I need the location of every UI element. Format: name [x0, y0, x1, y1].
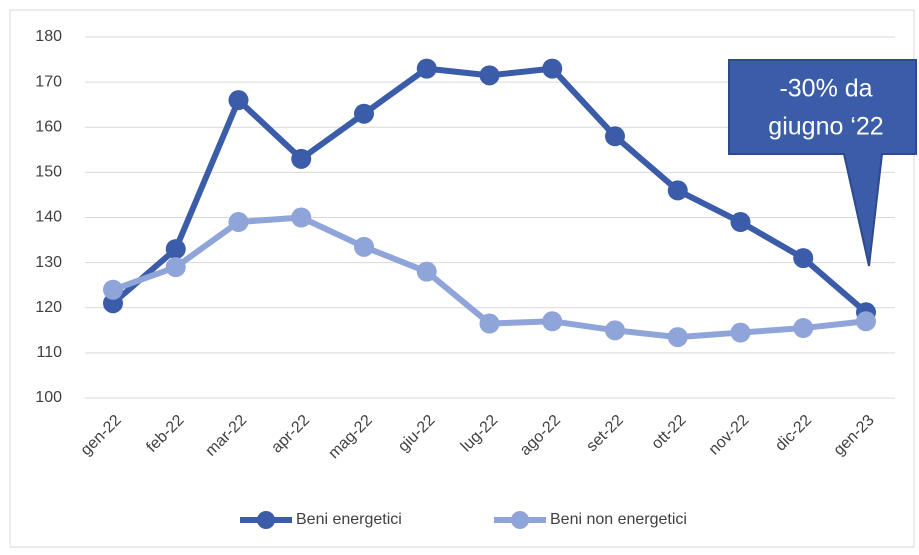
y-tick-label: 100 [35, 389, 62, 406]
y-tick-label: 160 [35, 118, 62, 135]
data-point [165, 239, 186, 260]
callout-text: giugno ‘22 [768, 113, 883, 141]
data-point [605, 126, 625, 147]
legend-marker [257, 511, 275, 529]
data-point [479, 313, 500, 334]
data-point [291, 148, 312, 169]
data-point [856, 311, 876, 332]
data-point [542, 58, 563, 79]
data-point [354, 236, 374, 257]
callout: -30% da giugno ‘22 [728, 59, 917, 267]
y-tick-label: 120 [35, 299, 62, 316]
data-point [416, 58, 437, 79]
legend-marker [511, 511, 529, 529]
callout-shape [728, 59, 917, 267]
y-tick-label: 150 [35, 164, 62, 181]
data-point [730, 212, 751, 233]
y-tick-label: 140 [35, 209, 62, 226]
data-point [479, 65, 500, 86]
data-point [793, 248, 814, 269]
data-point [354, 103, 374, 124]
data-point [228, 90, 249, 111]
data-point [667, 180, 688, 201]
data-point [228, 212, 249, 233]
data-point [605, 320, 625, 341]
y-tick-label: 110 [36, 344, 62, 361]
y-tick-label: 180 [35, 28, 62, 45]
y-tick-label: 130 [35, 254, 62, 271]
data-point [416, 261, 437, 282]
data-point [730, 322, 751, 343]
y-tick-label: 170 [35, 73, 62, 90]
legend-label: Beni non energetici [550, 511, 687, 528]
data-point [165, 257, 186, 278]
callout-text: -30% da [779, 75, 872, 103]
data-point [103, 279, 123, 300]
data-point [542, 311, 563, 332]
data-point [667, 327, 688, 348]
data-point [291, 207, 312, 228]
legend-label: Beni energetici [296, 511, 402, 528]
data-point [793, 318, 814, 339]
